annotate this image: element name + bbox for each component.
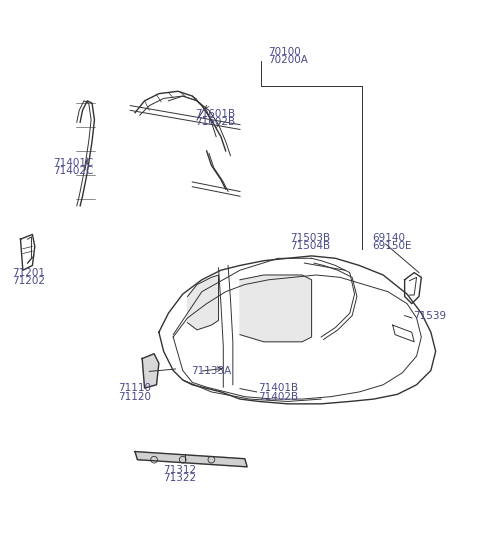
Text: 71401B: 71401B: [258, 383, 298, 393]
Polygon shape: [188, 275, 218, 330]
Text: 69140: 69140: [372, 233, 406, 243]
Text: 70100: 70100: [268, 47, 300, 57]
Text: 71120: 71120: [118, 392, 151, 402]
Text: 71601B: 71601B: [195, 109, 235, 119]
Text: 71503B: 71503B: [290, 233, 330, 243]
Text: 71402B: 71402B: [258, 392, 298, 402]
Polygon shape: [142, 354, 159, 388]
Text: 71202: 71202: [12, 276, 45, 286]
Text: 71602B: 71602B: [195, 117, 235, 127]
Text: 71133A: 71133A: [191, 366, 231, 376]
Text: 69150E: 69150E: [372, 241, 412, 251]
Text: 71402C: 71402C: [53, 167, 93, 177]
Text: 71322: 71322: [163, 474, 196, 483]
Polygon shape: [135, 452, 247, 467]
Polygon shape: [240, 275, 312, 342]
Text: 71504B: 71504B: [290, 241, 330, 251]
Text: 71401C: 71401C: [53, 158, 93, 168]
Text: 71110: 71110: [118, 383, 151, 393]
Text: 71201: 71201: [12, 268, 45, 278]
Text: 71312: 71312: [163, 465, 196, 475]
Text: 71539: 71539: [413, 311, 446, 321]
Text: 70200A: 70200A: [268, 55, 308, 65]
